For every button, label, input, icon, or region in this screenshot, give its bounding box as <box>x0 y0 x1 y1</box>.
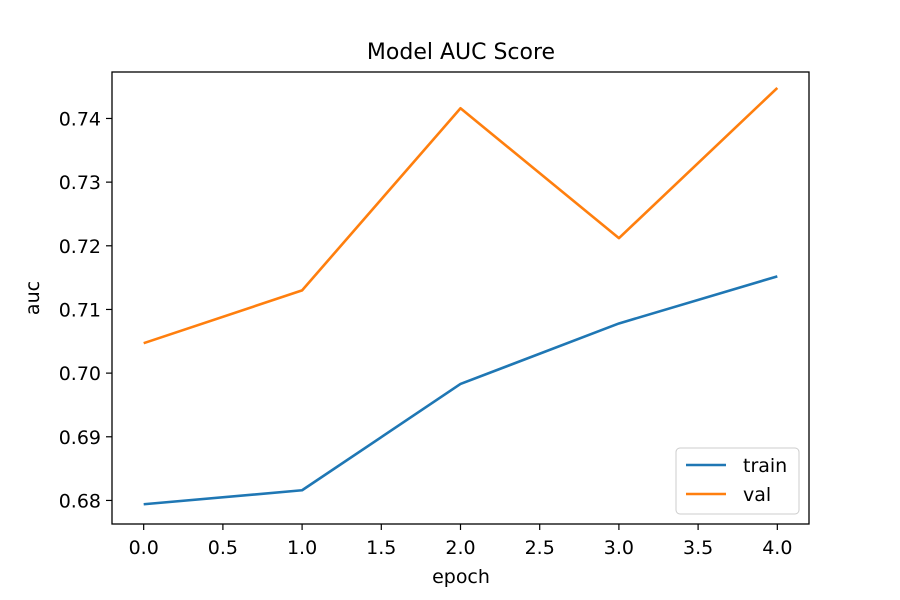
x-tick-label: 0.0 <box>129 537 159 559</box>
legend: train val <box>675 447 800 515</box>
y-tick-label: 0.72 <box>59 236 101 258</box>
series-layer <box>143 86 779 506</box>
x-tick-label: 2.5 <box>525 537 555 559</box>
x-tick-label: 3.5 <box>683 537 713 559</box>
y-tick-label: 0.73 <box>59 172 101 194</box>
legend-label-val: val <box>743 484 771 506</box>
series-line-train <box>143 275 778 506</box>
x-tick-label: 3.0 <box>604 537 634 559</box>
x-tick-label: 1.0 <box>287 537 317 559</box>
y-axis-ticks: 0.68 0.69 0.70 0.71 0.72 0.73 0.74 <box>59 108 112 512</box>
legend-entries: train val <box>686 455 787 506</box>
legend-label-train: train <box>743 455 787 477</box>
x-axis-label: epoch <box>432 566 490 588</box>
x-tick-label: 1.5 <box>366 537 396 559</box>
x-axis-ticks: 0.0 0.5 1.0 1.5 2.0 2.5 3.0 3.5 4.0 <box>129 524 792 559</box>
x-tick-label: 0.5 <box>208 537 238 559</box>
plot-area-frame <box>111 71 810 525</box>
y-tick-label: 0.68 <box>59 490 101 512</box>
y-axis-label: auc <box>22 281 44 315</box>
chart-title: Model AUC Score <box>367 40 555 65</box>
x-tick-label: 4.0 <box>762 537 792 559</box>
series-line-val <box>143 86 779 345</box>
y-tick-label: 0.69 <box>59 427 101 449</box>
x-tick-label: 2.0 <box>445 537 475 559</box>
y-tick-label: 0.71 <box>59 299 101 321</box>
y-tick-label: 0.70 <box>59 363 101 385</box>
y-tick-label: 0.74 <box>59 108 101 130</box>
